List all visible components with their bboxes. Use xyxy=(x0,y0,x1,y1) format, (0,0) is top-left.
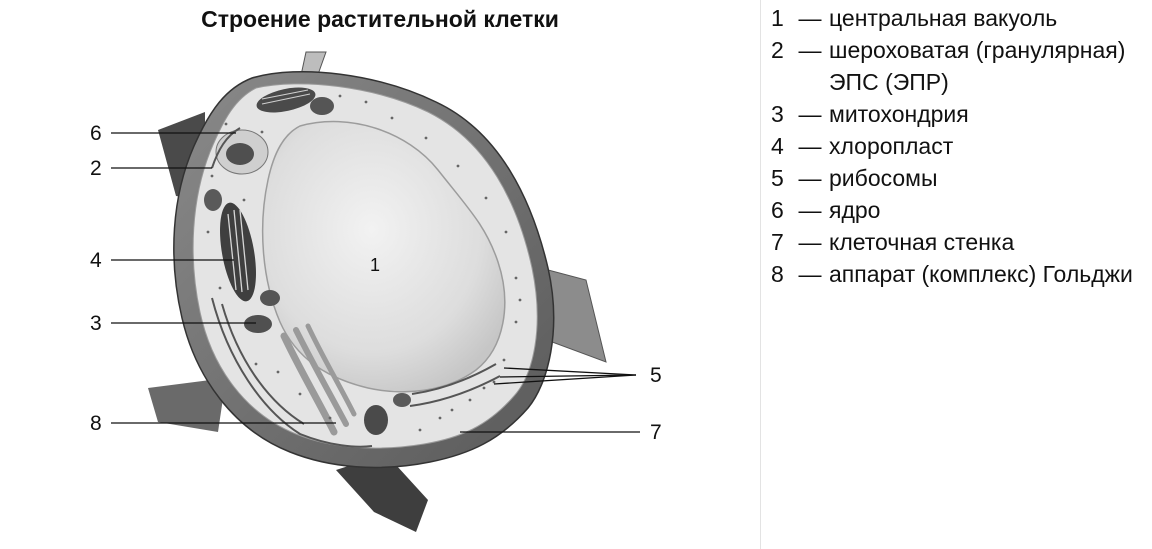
legend-dash: — xyxy=(798,5,822,31)
chloroplast-top xyxy=(256,87,316,113)
legend-text: шероховатая (гранулярная) ЭПС (ЭПР) xyxy=(829,37,1126,95)
nucleus xyxy=(215,129,269,175)
callout-label-8: 8 xyxy=(90,412,102,435)
legend-item: 3 — митохондрия xyxy=(771,98,1151,130)
legend-text: хлоропласт xyxy=(829,133,954,159)
legend-dash: — xyxy=(798,165,822,191)
callout-label-4: 4 xyxy=(90,249,102,272)
mitochondria xyxy=(204,97,411,435)
legend-text: ядро xyxy=(829,197,881,223)
legend: 1 — центральная вакуоль 2 — шероховатая … xyxy=(771,2,1151,290)
legend-item: 8 — аппарат (комплекс) Гольджи xyxy=(771,258,1151,290)
chloroplast-main xyxy=(220,202,256,302)
legend-dash: — xyxy=(798,101,822,127)
legend-item: 5 — рибосомы xyxy=(771,162,1151,194)
legend-item: 7 — клеточная стенка xyxy=(771,226,1151,258)
callout-lines xyxy=(111,132,640,433)
legend-item: 1 — центральная вакуоль xyxy=(771,2,1151,34)
legend-dash: — xyxy=(798,197,822,223)
callout-label-3: 3 xyxy=(90,312,102,335)
legend-number: 2 xyxy=(771,37,784,63)
callout-line-5c xyxy=(493,374,637,385)
legend-text: аппарат (комплекс) Гольджи xyxy=(829,261,1133,287)
legend-number: 6 xyxy=(771,197,784,223)
legend-number: 1 xyxy=(771,5,784,31)
legend-number: 4 xyxy=(771,133,784,159)
legend-item: 6 — ядро xyxy=(771,194,1151,226)
ribosomes xyxy=(206,94,522,432)
callout-label-6: 6 xyxy=(90,122,102,145)
legend-dash: — xyxy=(798,37,822,63)
figure-title: Строение растительной клетки xyxy=(201,6,559,32)
legend-text: рибосомы xyxy=(829,165,938,191)
legend-number: 7 xyxy=(771,229,784,255)
legend-text: центральная вакуоль xyxy=(829,5,1058,31)
golgi-apparatus xyxy=(280,323,357,436)
cell-diagram: 1 xyxy=(111,51,640,532)
legend-text: митохондрия xyxy=(829,101,969,127)
legend-dash: — xyxy=(798,133,822,159)
divider xyxy=(760,0,761,549)
callout-line-5a xyxy=(503,367,637,376)
callout-label-2: 2 xyxy=(90,157,102,180)
legend-item: 2 — шероховатая (гранулярная) ЭПС (ЭПР) xyxy=(771,34,1151,98)
legend-number: 5 xyxy=(771,165,784,191)
callout-line-5b xyxy=(499,374,637,378)
callout-label-5: 5 xyxy=(650,364,662,387)
legend-number: 3 xyxy=(771,101,784,127)
callout-label-7: 7 xyxy=(650,421,662,444)
legend-item: 4 — хлоропласт xyxy=(771,130,1151,162)
label-vacuole-number: 1 xyxy=(370,255,380,275)
legend-text: клеточная стенка xyxy=(829,229,1015,255)
legend-number: 8 xyxy=(771,261,784,287)
legend-dash: — xyxy=(798,229,822,255)
legend-dash: — xyxy=(798,261,822,287)
